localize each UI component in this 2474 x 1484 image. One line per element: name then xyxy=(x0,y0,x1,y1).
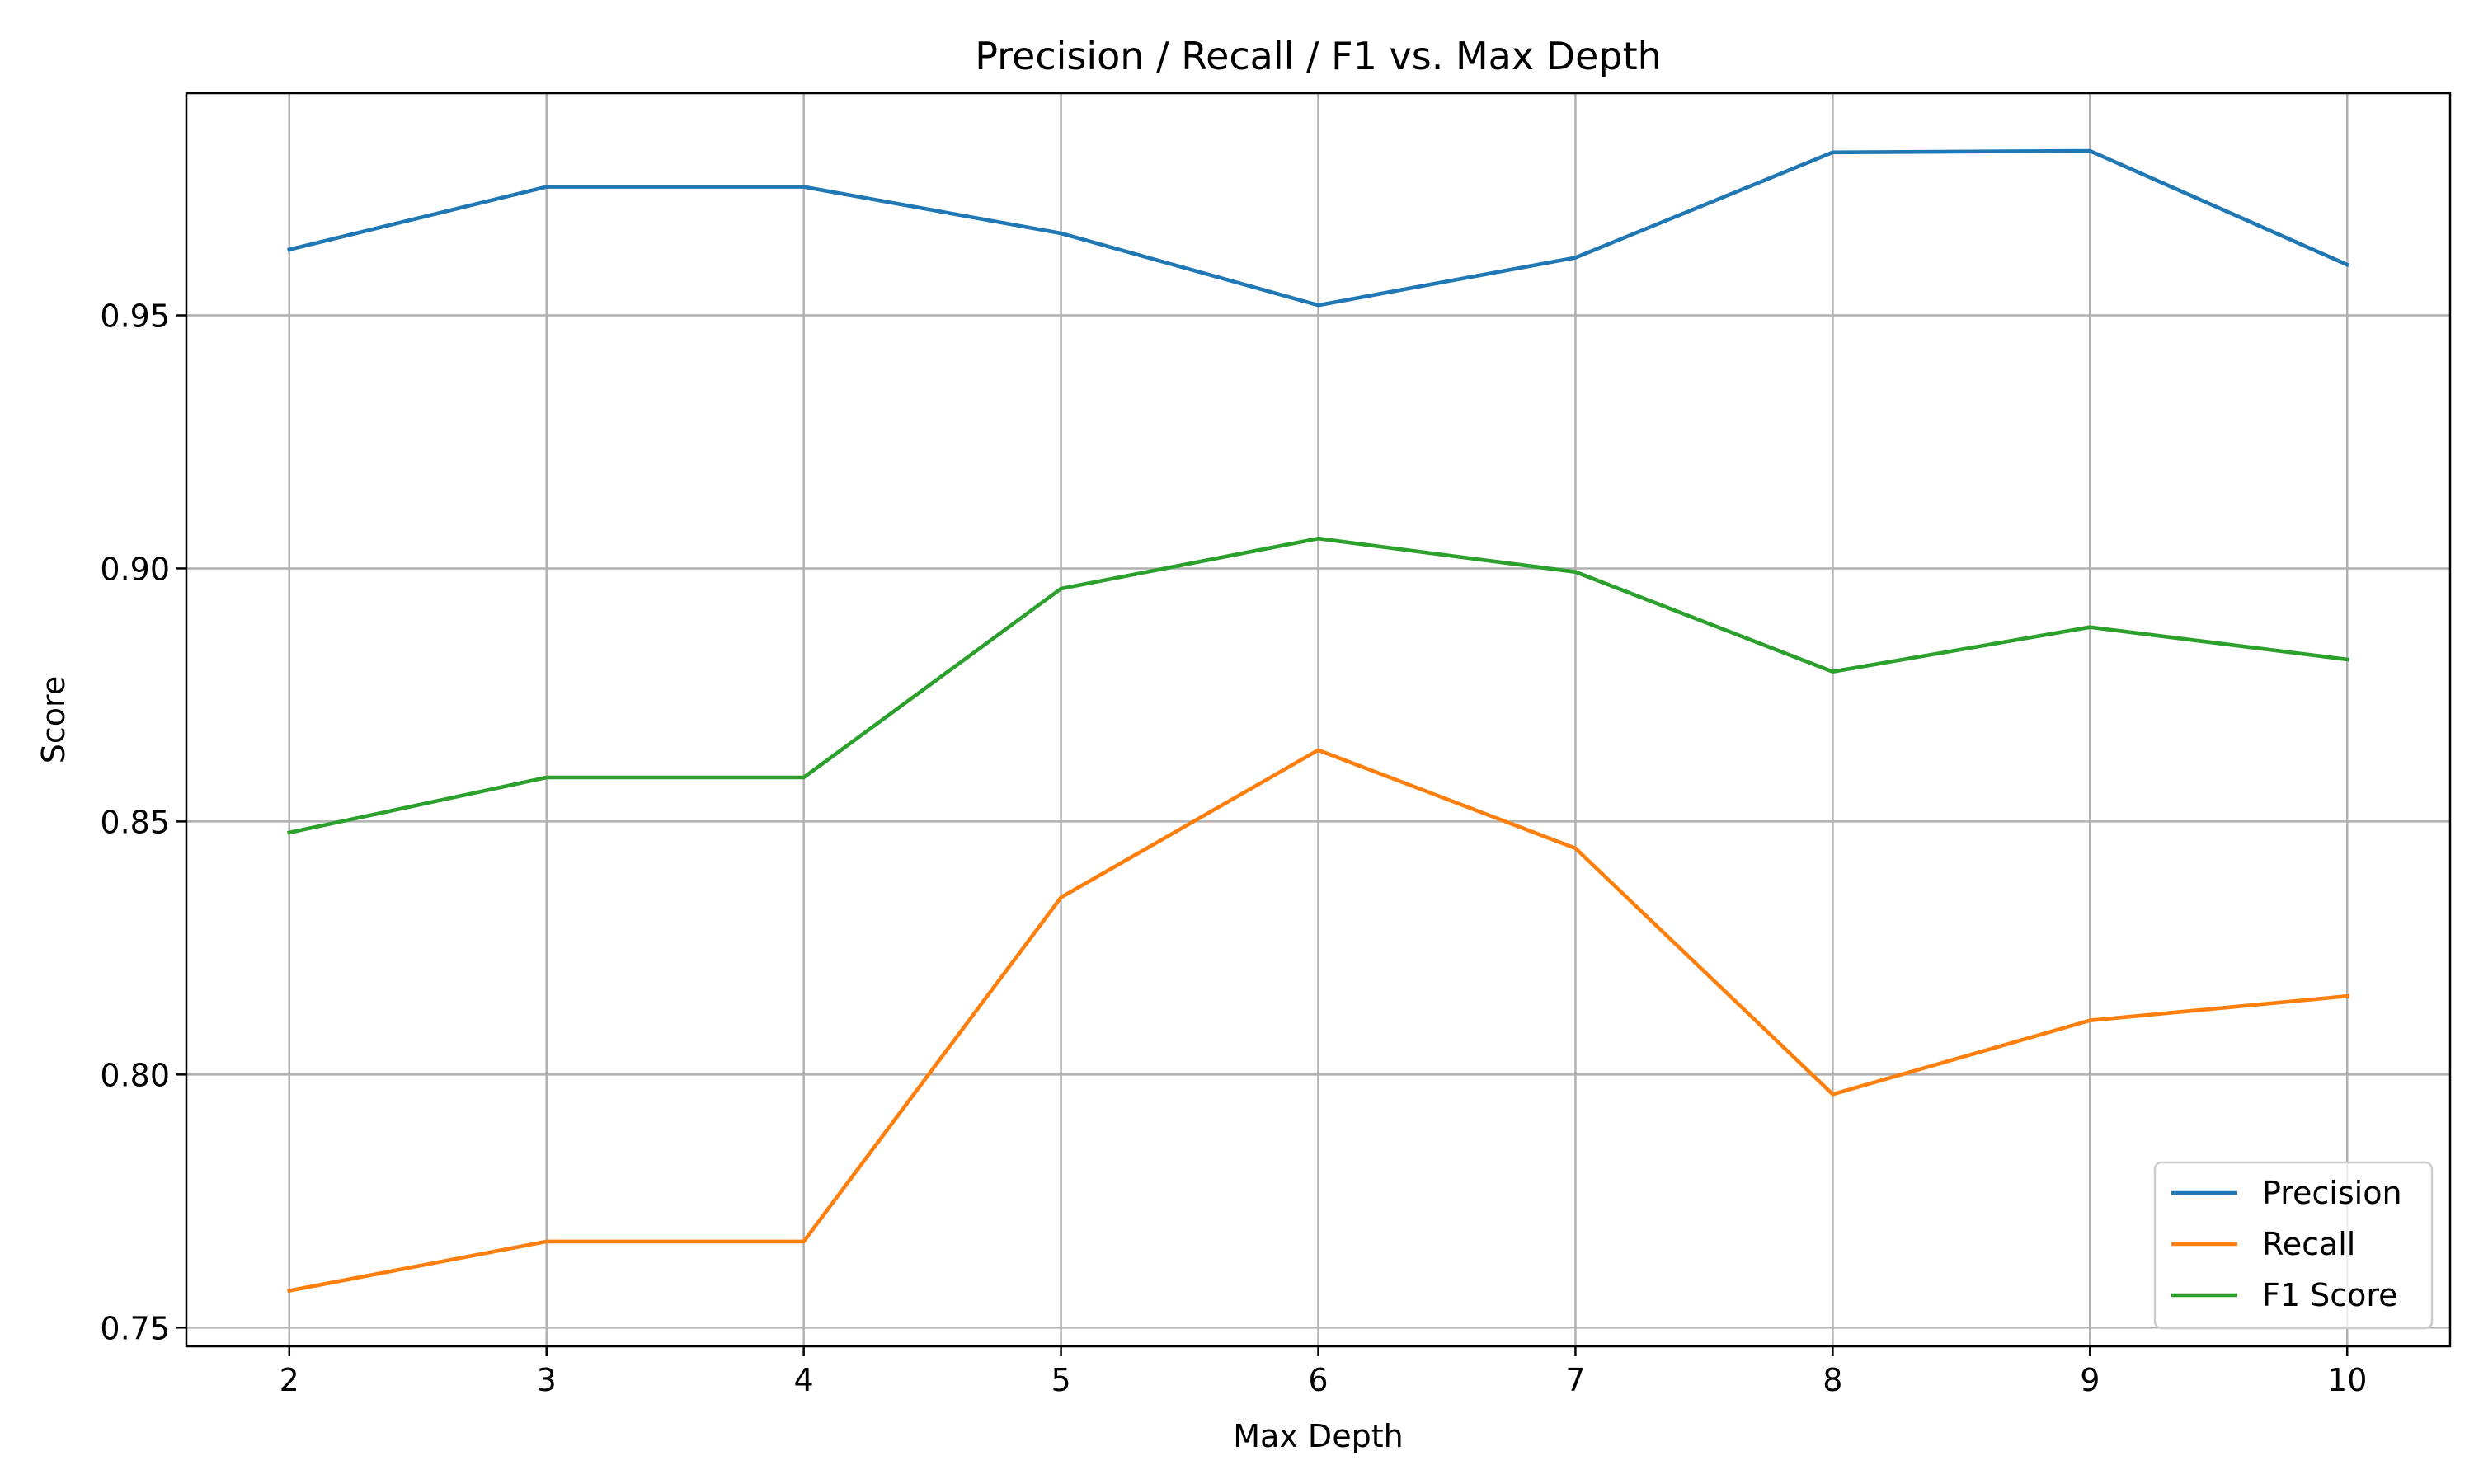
y-tick-label: 0.95 xyxy=(100,298,170,334)
x-tick-label: 3 xyxy=(537,1362,557,1398)
legend-label-recall: Recall xyxy=(2262,1226,2355,1262)
x-tick-label: 7 xyxy=(1565,1362,1585,1398)
legend-box xyxy=(2153,1161,2434,1330)
legend: Precision Recall F1 Score xyxy=(2153,1161,2434,1330)
x-tick-label: 6 xyxy=(1308,1362,1328,1398)
y-tick-label: 0.75 xyxy=(100,1310,170,1346)
x-tick-label: 10 xyxy=(2327,1362,2367,1398)
series-line-recall xyxy=(287,748,2349,1294)
ticks: 2 3 4 5 6 7 8 9 10 0.75 0.80 0.85 0.90 0.95 xyxy=(100,298,2367,1398)
x-axis-label: Max Depth xyxy=(1233,1418,1403,1454)
y-tick-label: 0.85 xyxy=(100,804,170,840)
y-axis-label: Score xyxy=(35,676,72,763)
x-tick-label: 4 xyxy=(794,1362,814,1398)
x-tick-label: 2 xyxy=(280,1362,299,1398)
legend-label-f1-score: F1 Score xyxy=(2262,1277,2398,1313)
y-tick-label: 0.90 xyxy=(100,551,170,587)
grid xyxy=(186,93,2450,1346)
series-line-f1-score xyxy=(287,536,2349,835)
x-tick-label: 5 xyxy=(1051,1362,1070,1398)
x-tick-label: 9 xyxy=(2080,1362,2100,1398)
series-lines xyxy=(287,148,2350,1294)
x-tick-label: 8 xyxy=(1823,1362,1842,1398)
legend-label-precision: Precision xyxy=(2262,1175,2402,1211)
series-line-precision xyxy=(287,148,2350,308)
y-tick-label: 0.80 xyxy=(100,1057,170,1093)
chart-title: Precision / Recall / F1 vs. Max Depth xyxy=(975,34,1662,78)
